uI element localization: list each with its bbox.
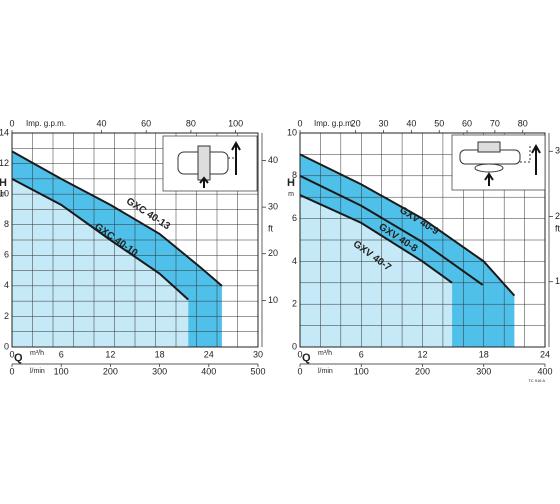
x2-tick-label: 0 — [297, 366, 302, 376]
x2-tick-label: 100 — [354, 366, 369, 376]
curve — [299, 174, 484, 286]
x3-tick-label: 100 — [228, 118, 243, 128]
y2-tick-label: 30 — [555, 146, 560, 156]
x2-tick-label: 300 — [152, 366, 167, 376]
x3-axis-label: Imp. g.p.m. — [26, 119, 66, 128]
x3-tick-label: 80 — [518, 118, 528, 128]
y-tick-label: 12 — [0, 158, 9, 168]
x3-tick-label: 50 — [434, 118, 444, 128]
x3-tick-label: 60 — [141, 118, 151, 128]
x-axis-unit: m³/h — [30, 350, 44, 357]
x-tick-label: 6 — [359, 349, 364, 359]
y-axis-label: H — [0, 177, 7, 189]
curve — [11, 150, 223, 287]
y2-tick-label: 40 — [268, 155, 278, 165]
x-tick-label: 0 — [297, 349, 302, 359]
pump-icon — [451, 134, 546, 191]
y2-axis-label: ft — [268, 224, 274, 234]
x3-tick-label: 20 — [351, 118, 361, 128]
y-tick-label: 10 — [287, 127, 297, 137]
y-axis-label: H — [287, 177, 295, 189]
pump-icon — [162, 135, 258, 192]
x-tick-label: 24 — [540, 349, 550, 359]
x-tick-label: 30 — [253, 349, 263, 359]
y-tick-label: 6 — [4, 250, 9, 260]
x3-tick-label: 0 — [9, 118, 14, 128]
pump-icons — [162, 134, 546, 192]
x2-tick-label: 100 — [54, 366, 69, 376]
y-tick-label: 2 — [4, 311, 9, 321]
x3-tick-label: 80 — [186, 118, 196, 128]
x2-axis-unit: l/min — [30, 368, 45, 375]
x2-tick-label: 300 — [476, 366, 491, 376]
y2-tick-label: 10 — [555, 276, 560, 286]
x3-tick-label: 30 — [379, 118, 389, 128]
x-axis-unit: m³/h — [318, 350, 332, 357]
y2-tick-label: 10 — [268, 295, 278, 305]
y-tick-label: 4 — [292, 256, 297, 266]
x3-tick-label: 60 — [462, 118, 472, 128]
x-tick-label: 12 — [105, 349, 115, 359]
y-tick-label: 8 — [292, 170, 297, 180]
y-tick-label: 0 — [292, 341, 297, 351]
plot-frame — [299, 132, 546, 348]
x-tick-label: 0 — [9, 349, 14, 359]
y-tick-label: 2 — [292, 299, 297, 309]
x-tick-label: 18 — [155, 349, 165, 359]
x2-tick-label: 400 — [201, 366, 216, 376]
y2-tick-label: 20 — [268, 248, 278, 258]
x-tick-label: 18 — [479, 349, 489, 359]
x2-axis-unit: l/min — [318, 368, 333, 375]
area — [12, 178, 189, 347]
x2-tick-label: 400 — [537, 366, 552, 376]
x3-tick-label: 40 — [96, 118, 106, 128]
x2-tick-label: 0 — [9, 366, 14, 376]
x3-tick-label: 70 — [490, 118, 500, 128]
y2-tick-label: 20 — [555, 211, 560, 221]
x2-tick-label: 200 — [103, 366, 118, 376]
x-axis-title: Q — [302, 352, 311, 364]
x3-tick-label: 0 — [297, 118, 302, 128]
y-axis-unit: m — [288, 191, 294, 198]
x3-axis-label: Imp. g.p.m. — [314, 119, 354, 128]
y-tick-label: 8 — [4, 219, 9, 229]
x-tick-label: 24 — [204, 349, 214, 359]
curve — [299, 194, 453, 284]
x2-tick-label: 200 — [415, 366, 430, 376]
y-tick-label: 0 — [4, 341, 9, 351]
curve — [11, 177, 189, 301]
x-tick-label: 6 — [59, 349, 64, 359]
x-axis-title: Q — [14, 352, 23, 364]
y-tick-label: 4 — [4, 280, 9, 290]
y2-tick-label: 30 — [268, 202, 278, 212]
y-tick-label: 14 — [0, 127, 9, 137]
x2-tick-label: 500 — [250, 366, 265, 376]
y-axis-unit: m — [0, 191, 6, 198]
curve — [299, 153, 516, 297]
x3-tick-label: 40 — [406, 118, 416, 128]
plot-frame — [11, 132, 259, 348]
y-tick-label: 6 — [292, 213, 297, 223]
x-tick-label: 12 — [417, 349, 427, 359]
area — [300, 195, 453, 347]
y2-axis-label: ft — [555, 224, 560, 234]
y-tick-label: 10 — [0, 189, 9, 199]
drawing-code: TC 916 A — [528, 378, 545, 383]
